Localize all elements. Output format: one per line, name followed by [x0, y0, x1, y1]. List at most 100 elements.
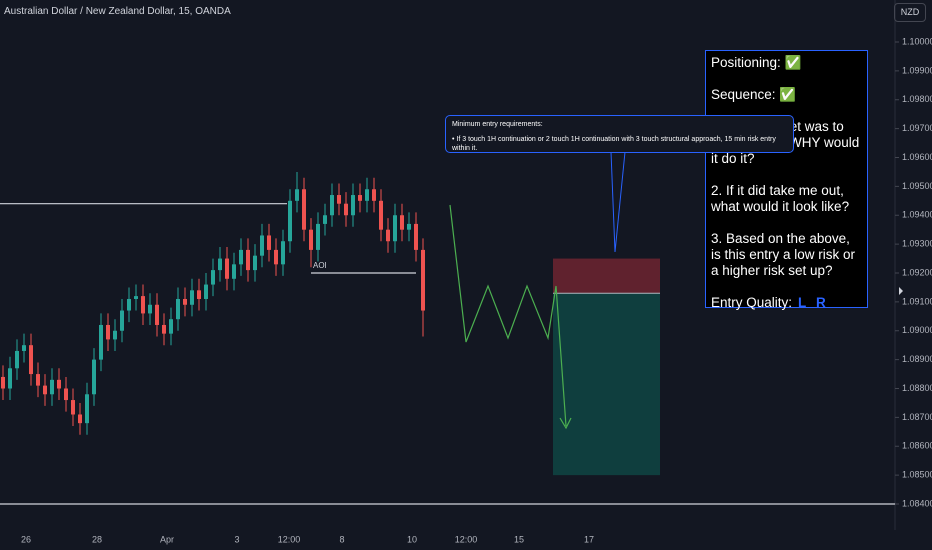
candle-body	[267, 235, 271, 250]
candle-body	[8, 368, 12, 389]
candle-body	[344, 203, 348, 216]
candle-body	[99, 324, 103, 360]
note-line: Entry Quality: L R	[711, 295, 862, 311]
time-label: 15	[514, 534, 524, 544]
candle-body	[211, 270, 215, 285]
candle-body	[288, 200, 292, 242]
projection-path	[449, 204, 567, 427]
currency-button[interactable]: NZD	[894, 3, 926, 22]
candle-body	[407, 223, 411, 230]
candle-body	[232, 264, 236, 279]
symbol-title: Australian Dollar / New Zealand Dollar, …	[4, 6, 231, 17]
candle-body	[64, 388, 68, 401]
candle-body	[148, 304, 152, 314]
price-label: 1.08500	[902, 470, 932, 480]
price-label: 1.09600	[902, 152, 932, 162]
price-label: 1.09200	[902, 267, 932, 277]
candle-body	[218, 258, 222, 271]
candle-body	[372, 189, 376, 201]
price-label: 1.08700	[902, 412, 932, 422]
candle-body	[330, 195, 334, 216]
candle-body	[393, 215, 397, 242]
candle-body	[302, 189, 306, 230]
price-label: 1.09700	[902, 123, 932, 133]
candle-body	[246, 249, 250, 271]
projection-arrow	[559, 417, 572, 430]
candle-body	[239, 249, 243, 265]
price-label: 1.08400	[902, 498, 932, 508]
candle-body	[1, 376, 5, 389]
candle-body	[92, 359, 96, 395]
candle-body	[386, 229, 390, 242]
time-label: 28	[92, 534, 102, 544]
candle-body	[358, 195, 362, 201]
time-label: 12:00	[278, 534, 301, 544]
candle-body	[43, 385, 47, 395]
candle-body	[421, 249, 425, 311]
tooltip: Minimum entry requirements: • If 3 touch…	[445, 115, 794, 153]
candle-body	[281, 241, 285, 265]
candle-body	[365, 189, 369, 201]
candle-body	[29, 345, 33, 375]
candle-body	[309, 229, 313, 250]
candle-body	[274, 249, 278, 265]
candle-body	[337, 195, 341, 204]
quality-r: R	[816, 295, 826, 310]
candle-body	[134, 296, 138, 299]
candle-body	[155, 304, 159, 325]
price-label: 1.08600	[902, 441, 932, 451]
candle-body	[190, 290, 194, 305]
price-label: 1.08900	[902, 354, 932, 364]
time-label: 26	[21, 534, 31, 544]
candle-body	[78, 414, 82, 424]
time-label: 10	[407, 534, 417, 544]
price-label: 1.10000	[902, 36, 932, 46]
candle-body	[15, 350, 19, 369]
note-line: Sequence: ✅	[711, 87, 797, 102]
candle-body	[197, 290, 201, 299]
tooltip-title: Minimum entry requirements:	[452, 121, 543, 128]
time-label: 12:00	[455, 534, 478, 544]
price-label: 1.09800	[902, 94, 932, 104]
candle-body	[22, 345, 26, 351]
time-label: 8	[339, 534, 344, 544]
candle-body	[120, 310, 124, 331]
candle-body	[414, 223, 418, 250]
candle-body	[253, 255, 257, 271]
price-label: 1.09500	[902, 181, 932, 191]
price-label: 1.09300	[902, 239, 932, 249]
price-label: 1.09100	[902, 296, 932, 306]
target-zone	[553, 293, 660, 476]
note-box: Positioning: ✅ Sequence: ✅ 1. If the mar…	[705, 50, 868, 311]
aoi-label: AOI	[313, 261, 327, 270]
candle-body	[379, 200, 383, 230]
tooltip-body: • If 3 touch 1H continuation or 2 touch …	[452, 136, 776, 152]
note-line: 3. Based on the above, is this entry a l…	[711, 231, 856, 278]
candle-body	[50, 379, 54, 395]
time-label: Apr	[160, 534, 174, 544]
candle-body	[71, 400, 75, 415]
note-line: 2. If it did take me out, what would it …	[711, 183, 850, 214]
candle-body	[36, 374, 40, 386]
price-label: 1.08800	[902, 383, 932, 393]
price-label: 1.09900	[902, 65, 932, 75]
candle-body	[316, 223, 320, 250]
note-text: Entry Quality:	[711, 295, 793, 310]
candle-body	[204, 284, 208, 299]
time-label: 3	[234, 534, 239, 544]
candle-body	[141, 296, 145, 314]
candle-body	[400, 215, 404, 230]
tooltip-tail	[610, 151, 626, 253]
candle-body	[183, 298, 187, 305]
note-line: Positioning: ✅	[711, 55, 802, 70]
price-label: 1.09400	[902, 210, 932, 220]
price-label: 1.09000	[902, 325, 932, 335]
candle-body	[169, 319, 173, 334]
candle-body	[323, 215, 327, 224]
candle-body	[162, 324, 166, 334]
candle-body	[351, 195, 355, 216]
candle-body	[176, 298, 180, 320]
candle-body	[106, 324, 110, 340]
candle-body	[295, 189, 299, 201]
